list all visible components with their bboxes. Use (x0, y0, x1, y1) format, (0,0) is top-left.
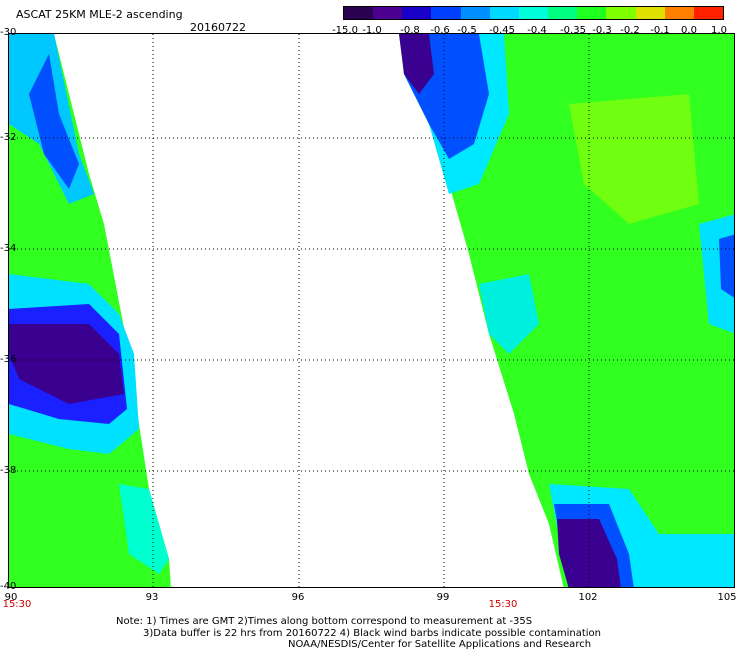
colorbar-swatch-12 (693, 7, 724, 19)
colorbar-swatch-9 (606, 7, 636, 19)
right-swath-yellowgreen-top (569, 94, 699, 224)
footer-note-2: 3)Data buffer is 22 hrs from 20160722 4)… (143, 628, 601, 639)
map-swath-svg (9, 34, 734, 587)
graticule (9, 34, 734, 587)
colorbar-label: -0.4 (527, 25, 547, 36)
lat-label: -30 (0, 27, 17, 38)
colorbar-swatch-2 (402, 7, 432, 19)
colorbar-label: -15.0 (332, 25, 358, 36)
colorbar-swatch-1 (373, 7, 403, 19)
lon-label: 102 (578, 592, 598, 603)
colorbar-swatch-11 (664, 7, 694, 19)
colorbar-swatch-7 (548, 7, 578, 19)
colorbar-swatch-0 (344, 7, 374, 19)
colorbar-labels: -15.0 -1.0 -0.8 -0.6 -0.5 -0.45 -0.4 -0.… (330, 25, 740, 37)
colorbar-swatch-8 (577, 7, 607, 19)
colorbar-swatch-5 (489, 7, 519, 19)
lon-label: 90 (4, 592, 18, 603)
footer-note-1: Note: 1) Times are GMT 2)Times along bot… (116, 616, 533, 627)
colorbar-label: -0.35 (560, 25, 586, 36)
colorbar-swatch-6 (518, 7, 549, 19)
colorbar (343, 6, 724, 20)
colorbar-label: -1.0 (362, 25, 382, 36)
pass-time-label: 15:30 (488, 599, 518, 610)
pass-time-label: 15:30 (2, 599, 32, 610)
colorbar-label: -0.6 (430, 25, 450, 36)
colorbar-label: -0.5 (457, 25, 477, 36)
colorbar-swatch-4 (460, 7, 490, 19)
right-swath-purple-bottom (557, 519, 621, 587)
colorbar-label: -0.3 (592, 25, 612, 36)
colorbar-swatch-3 (431, 7, 461, 19)
product-date: 20160722 (190, 21, 246, 34)
left-swath-purple-core (9, 324, 124, 404)
colorbar-label: 0.0 (681, 25, 697, 36)
left-swath-cyan-bottom (119, 484, 169, 574)
right-swath-blue-east (719, 234, 734, 298)
lon-label: 99 (436, 592, 450, 603)
product-title: ASCAT 25KM MLE-2 ascending (16, 8, 183, 21)
lon-label: 93 (145, 592, 159, 603)
colorbar-label: -0.1 (650, 25, 670, 36)
colorbar-label: -0.45 (489, 25, 515, 36)
right-swath-purple-top (399, 34, 434, 94)
lat-label: -34 (0, 243, 17, 254)
colorbar-label: -0.8 (400, 25, 420, 36)
lat-label: -40 (0, 581, 17, 592)
right-swath-cyan-west (479, 274, 539, 354)
left-swath-blue-top-core (29, 54, 79, 189)
colorbar-label: 1.0 (711, 25, 727, 36)
lat-label: -32 (0, 132, 17, 143)
colorbar-label: -0.2 (620, 25, 640, 36)
lon-label: 96 (291, 592, 305, 603)
lon-label: 105 (717, 592, 737, 603)
footer-note-3: NOAA/NESDIS/Center for Satellite Applica… (288, 639, 592, 650)
lat-label: -38 (0, 465, 17, 476)
map-plot (8, 33, 735, 588)
lat-label: -36 (0, 354, 17, 365)
colorbar-swatch-10 (635, 7, 665, 19)
